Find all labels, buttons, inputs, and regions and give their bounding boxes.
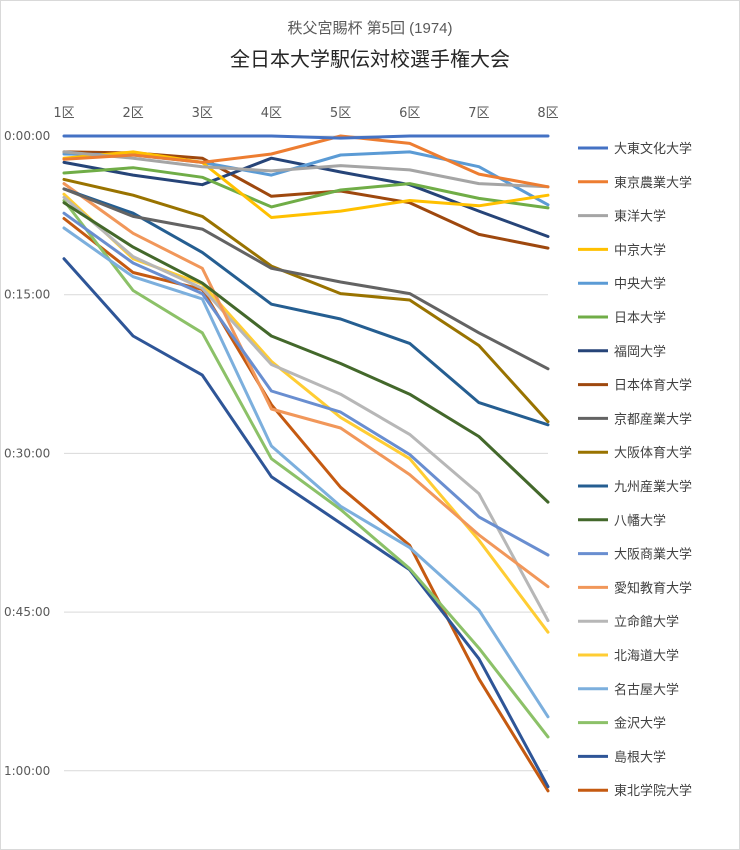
legend: 大東文化大学東京農業大学東洋大学中京大学中央大学日本大学福岡大学日本体育大学京都… [578, 141, 692, 799]
y-tick-label: 0:15:00 [4, 288, 50, 302]
legend-label: 東北学院大学 [614, 783, 692, 799]
legend-label: 京都産業大学 [614, 411, 692, 427]
legend-label: 八幡大学 [614, 513, 666, 529]
series-line-9 [62, 177, 550, 424]
series-line-17 [62, 199, 550, 739]
legend-label: 愛知教育大学 [614, 580, 692, 596]
series-line-14 [62, 195, 550, 623]
series-lines [62, 134, 550, 793]
series-line-0 [62, 134, 550, 140]
chart-subtitle: 全日本大学駅伝対校選手権大会 [230, 47, 510, 71]
series-line-15 [62, 192, 550, 634]
series-line-19 [62, 217, 550, 793]
y-tick-label: 0:45:00 [4, 605, 50, 619]
legend-label: 日本体育大学 [614, 378, 692, 394]
legend-label: 北海道大学 [614, 648, 679, 664]
legend-label: 中京大学 [614, 242, 666, 258]
legend-label: 東洋大学 [614, 209, 666, 225]
legend-label: 島根大学 [614, 749, 666, 765]
series-line-13 [62, 182, 550, 589]
legend-label: 名古屋大学 [614, 682, 679, 698]
x-tick-label: 3区 [192, 106, 213, 121]
legend-label: 大阪商業大学 [614, 547, 692, 563]
x-tick-label: 8区 [537, 106, 558, 121]
chart-title: 秩父宮賜杯 第5回 (1974) [287, 20, 453, 37]
series-line-16 [62, 226, 550, 719]
series-line-12 [62, 211, 550, 557]
legend-label: 日本大学 [614, 310, 666, 326]
y-tick-label: 1:00:00 [4, 764, 50, 778]
legend-label: 大阪体育大学 [614, 445, 692, 461]
y-tick-label: 0:00:00 [4, 129, 50, 143]
x-tick-label: 1区 [53, 106, 74, 121]
x-tick-label: 4区 [261, 106, 282, 121]
legend-label: 立命館大学 [614, 614, 679, 630]
x-tick-label: 6区 [399, 106, 420, 121]
legend-label: 東京農業大学 [614, 175, 692, 191]
legend-label: 福岡大学 [614, 344, 666, 360]
legend-label: 金沢大学 [614, 716, 666, 732]
y-axis-labels: 0:00:00 0:15:00 0:30:00 0:45:00 1:00:00 [4, 129, 50, 778]
series-line-5 [62, 166, 550, 210]
series-line-11 [62, 201, 550, 504]
series-line-1 [62, 134, 550, 189]
x-tick-label: 5区 [330, 106, 351, 121]
series-line-8 [62, 187, 550, 371]
legend-label: 中央大学 [614, 276, 666, 292]
x-tick-label: 7区 [468, 106, 489, 121]
series-line-2 [62, 150, 550, 189]
x-tick-label: 2区 [123, 106, 144, 121]
series-line-18 [62, 257, 550, 789]
series-line-3 [62, 150, 550, 219]
legend-label: 九州産業大学 [614, 479, 692, 495]
y-tick-label: 0:30:00 [4, 446, 50, 460]
x-axis-labels: 1区 2区 3区 4区 5区 6区 7区 8区 [53, 106, 558, 121]
legend-label: 大東文化大学 [614, 141, 692, 157]
